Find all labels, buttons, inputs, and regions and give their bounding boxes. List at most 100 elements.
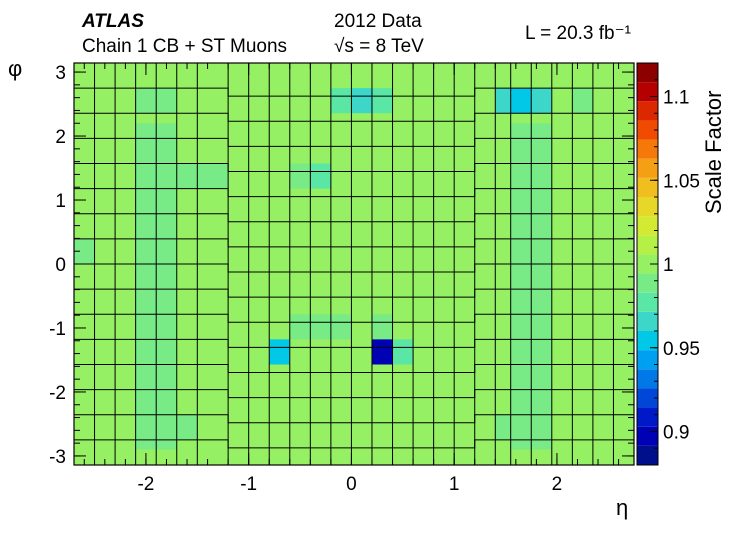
palette-swatch bbox=[637, 216, 658, 236]
grid-line-horizontal bbox=[74, 238, 634, 248]
y-tick-label: -1 bbox=[49, 319, 66, 340]
grid-line-horizontal bbox=[74, 414, 634, 424]
grid-line-horizontal bbox=[74, 439, 634, 449]
dataset-label: 2012 Data bbox=[334, 11, 422, 32]
z-tick-label: 0.95 bbox=[663, 339, 700, 360]
x-tick-label: 2 bbox=[552, 474, 563, 495]
heatmap-cell bbox=[572, 88, 593, 114]
palette-swatch bbox=[637, 311, 658, 331]
heatmap-cell bbox=[531, 414, 552, 440]
grid-line-horizontal bbox=[74, 263, 634, 273]
heatmap-cell bbox=[176, 414, 198, 440]
palette-swatch bbox=[637, 82, 658, 102]
palette-swatch bbox=[637, 369, 658, 389]
detector-region-grid bbox=[73, 63, 635, 465]
y-tick-label: 0 bbox=[55, 255, 66, 276]
x-tick-label: -1 bbox=[240, 474, 257, 495]
z-tick-label: 0.9 bbox=[663, 423, 689, 444]
color-palette: 0.9 0.95 1 1.05 1.1 bbox=[636, 62, 700, 466]
grid-line-horizontal bbox=[74, 389, 634, 399]
palette-swatch bbox=[637, 426, 658, 446]
selection-label: Chain 1 CB + ST Muons bbox=[82, 36, 288, 57]
y-tick-label: 1 bbox=[55, 191, 66, 212]
grid-line-horizontal bbox=[74, 87, 634, 97]
palette-swatch bbox=[637, 101, 658, 121]
heatmap-cell bbox=[135, 213, 157, 239]
grid-line-horizontal bbox=[74, 188, 634, 198]
grid-line-horizontal bbox=[74, 364, 634, 373]
heatmap-cell bbox=[531, 138, 552, 164]
palette-swatch bbox=[637, 445, 658, 465]
palette-swatch bbox=[637, 254, 658, 274]
axes: -2 -1 0 1 2 -3 -2 -1 0 1 2 3 bbox=[49, 62, 635, 495]
heatmap-cell bbox=[156, 414, 177, 440]
palette-swatch bbox=[637, 235, 658, 255]
heatmap-cell bbox=[510, 414, 532, 440]
palette-swatch bbox=[637, 197, 658, 217]
heatmap-cell bbox=[371, 339, 393, 365]
palette-swatch bbox=[637, 120, 658, 140]
grid-line-horizontal bbox=[74, 338, 634, 348]
luminosity-label: L = 20.3 fb⁻¹ bbox=[525, 23, 631, 44]
heatmap-cell bbox=[197, 163, 229, 189]
heatmap-cell bbox=[531, 88, 552, 114]
heatmap-cell bbox=[510, 138, 532, 164]
grid-line-horizontal bbox=[74, 288, 634, 298]
x-tick-label: 1 bbox=[449, 474, 460, 495]
z-tick-label: 1 bbox=[663, 255, 674, 276]
grid-line-horizontal bbox=[74, 213, 634, 223]
y-tick-label: 3 bbox=[55, 63, 66, 84]
heatmap-cell bbox=[135, 88, 157, 114]
y-tick-label: 2 bbox=[55, 127, 66, 148]
heatmap-cell bbox=[531, 123, 552, 450]
heatmap-cell bbox=[371, 314, 393, 340]
palette-swatch bbox=[637, 331, 658, 351]
heatmap-cell bbox=[510, 88, 532, 114]
palette-swatch bbox=[637, 292, 658, 312]
palette-swatch bbox=[637, 158, 658, 178]
x-axis-title: η bbox=[616, 495, 629, 520]
grid-line-horizontal bbox=[74, 313, 634, 323]
z-tick-label: 1.1 bbox=[663, 88, 689, 109]
palette-swatch bbox=[637, 139, 658, 159]
palette-swatch bbox=[637, 388, 658, 408]
y-tick-label: -3 bbox=[49, 447, 66, 468]
palette-swatch bbox=[637, 63, 658, 83]
grid-line-horizontal bbox=[74, 112, 634, 122]
heatmap-cell bbox=[269, 339, 290, 365]
heatmap-cell bbox=[510, 123, 532, 450]
palette-swatch bbox=[637, 350, 658, 370]
heatmap-cell bbox=[156, 188, 177, 214]
heatmap-cell bbox=[289, 314, 311, 340]
grid-line-horizontal bbox=[74, 163, 634, 172]
heatmap-cell bbox=[495, 88, 511, 114]
grid-line-horizontal bbox=[74, 137, 634, 147]
palette-swatch bbox=[637, 177, 658, 197]
y-axis-title: φ bbox=[8, 56, 23, 81]
heatmap-cell bbox=[310, 314, 331, 340]
heatmap-cell bbox=[310, 163, 331, 189]
heatmap-cell bbox=[74, 238, 95, 264]
heatmap-cell bbox=[289, 163, 311, 189]
heatmap-cell bbox=[135, 414, 157, 440]
palette-swatch bbox=[637, 273, 658, 293]
heatmap-cell bbox=[392, 339, 414, 365]
heatmap-cell bbox=[135, 123, 157, 450]
x-tick-label: -2 bbox=[137, 474, 154, 495]
heatmap-cell bbox=[156, 123, 177, 450]
z-tick-label: 1.05 bbox=[663, 171, 700, 192]
x-tick-label: 0 bbox=[346, 474, 357, 495]
experiment-label: ATLAS bbox=[82, 11, 144, 32]
heatmap-cell bbox=[330, 88, 352, 114]
y-tick-label: -2 bbox=[49, 383, 66, 404]
heatmap-cell bbox=[330, 314, 352, 340]
palette-swatch bbox=[637, 407, 658, 427]
heatmap-cell bbox=[156, 88, 177, 114]
heatmap-cell bbox=[351, 88, 372, 114]
z-axis-title: Scale Factor bbox=[701, 90, 726, 215]
energy-label: √s = 8 TeV bbox=[334, 36, 424, 57]
heatmap-cell bbox=[495, 414, 511, 440]
heatmap-cell bbox=[371, 88, 393, 114]
heatmap-cell bbox=[176, 163, 198, 189]
